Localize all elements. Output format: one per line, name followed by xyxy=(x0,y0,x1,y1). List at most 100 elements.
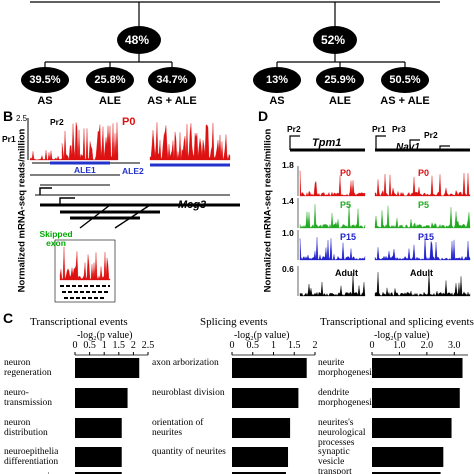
node-oval xyxy=(313,26,357,54)
y-tick-label: 1.8 xyxy=(282,160,294,170)
promoter-label: Pr2 xyxy=(287,124,301,134)
x-tick-label: 0.5 xyxy=(83,340,96,351)
bar xyxy=(372,447,444,467)
x-tick-label: 2.5 xyxy=(141,340,155,351)
bar xyxy=(75,418,122,438)
gene-model-blue xyxy=(50,161,230,167)
node-label: 25.9% xyxy=(324,74,356,86)
y-tick-label: 0.6 xyxy=(282,264,294,274)
bar xyxy=(232,447,289,467)
bar xyxy=(372,472,441,474)
x-axis-label: -log₂(p value) xyxy=(234,330,290,341)
category-label: neurogenesis xyxy=(4,472,71,474)
promoter-label: Pr2 xyxy=(424,130,438,140)
track-label: ALE2 xyxy=(122,166,144,176)
bar xyxy=(232,388,299,408)
stage-label: P5 xyxy=(418,200,430,210)
category-label: synapse xyxy=(318,472,368,474)
category-label: neurites's neurological processes xyxy=(318,418,366,448)
node-caption: AS + ALE xyxy=(380,95,430,107)
signal-track xyxy=(374,205,471,229)
node-oval xyxy=(148,67,196,93)
bar xyxy=(75,447,122,467)
track-label: Pr1 xyxy=(2,134,16,144)
stage-label: Adult xyxy=(335,268,358,278)
node-label: 39.5% xyxy=(29,74,61,86)
node-oval xyxy=(86,67,134,93)
promoter-label: Pr3 xyxy=(392,124,406,134)
y-tick-label: 1.4 xyxy=(282,196,294,206)
track-label: ALE1 xyxy=(74,165,96,175)
signal-track xyxy=(374,173,471,197)
y-tick-label: 2.5 xyxy=(16,114,28,123)
stage-label: P0 xyxy=(418,168,430,178)
bar xyxy=(232,358,307,378)
track-label: Skipped exon xyxy=(39,229,73,248)
node-label: 34.7% xyxy=(156,74,188,86)
x-axis-label: -log₂(p value) xyxy=(77,330,133,341)
category-label: dendrite morphogenesis xyxy=(318,388,376,408)
y-axis-label: Normalized mRNA-seq reads/million xyxy=(16,128,28,293)
node-oval xyxy=(381,67,429,93)
panel-letter: B xyxy=(3,108,14,124)
bar xyxy=(372,388,460,408)
category-label: neuron regeneration xyxy=(4,358,52,378)
x-tick-label: 2 xyxy=(312,340,318,351)
x-tick-label: 1 xyxy=(271,340,276,351)
category-label: orientation of neurites xyxy=(152,418,204,438)
x-tick-label: 1.0 xyxy=(393,340,406,351)
stage-label: Adult xyxy=(410,268,433,278)
node-caption: AS + ALE xyxy=(147,95,197,107)
x-tick-label: 0 xyxy=(229,340,235,351)
node-label: 13% xyxy=(265,74,289,86)
node-label: 50.5% xyxy=(389,74,421,86)
bar xyxy=(372,418,452,438)
x-tick-label: 3.0 xyxy=(448,340,461,351)
category-label: neuron distribution xyxy=(4,418,48,438)
category-label: neuro-transmission xyxy=(4,388,53,408)
signal-track xyxy=(29,150,63,161)
chart-title: Transcriptional events xyxy=(30,316,128,328)
category-label: synaptic vesicle transport xyxy=(318,447,352,474)
signal-track xyxy=(299,170,366,197)
signal-track xyxy=(299,273,366,297)
x-tick-label: 2 xyxy=(130,340,136,351)
x-tick-label: 0 xyxy=(369,340,375,351)
stage-label: P5 xyxy=(340,200,352,210)
gene-label: Tpm1 xyxy=(312,137,342,149)
x-tick-label: 1.5 xyxy=(288,340,301,351)
node-oval xyxy=(21,67,69,93)
tree-lines xyxy=(30,1,440,68)
track-label: Pr2 xyxy=(50,117,64,127)
signal-track xyxy=(374,270,471,297)
signal-track xyxy=(59,246,111,281)
node-oval xyxy=(117,26,161,54)
gene-model xyxy=(40,203,240,220)
node-oval xyxy=(316,67,364,93)
panel-letter: C xyxy=(3,310,14,326)
track-label: Meg3 xyxy=(178,199,207,211)
category-label: neuroepithelia differentiation xyxy=(4,447,59,467)
arrows xyxy=(289,135,450,150)
category-label: axon arborization xyxy=(152,358,219,368)
category-label: sensory neurons xyxy=(152,472,228,474)
track-label: P0 xyxy=(122,116,136,128)
node-oval xyxy=(253,67,301,93)
category-label: neuroblast division xyxy=(152,388,225,398)
stage-label: P0 xyxy=(340,168,352,178)
node-caption: AS xyxy=(37,95,53,107)
inset-model xyxy=(60,285,110,299)
promoter-label: Pr1 xyxy=(372,124,386,134)
x-axis-label: -log₂(p value) xyxy=(374,330,430,341)
stage-label: P15 xyxy=(340,232,357,242)
y-axis-label: Normalized mRNA-seq reads/million xyxy=(262,128,274,293)
signal-track xyxy=(61,122,119,161)
inset-box xyxy=(54,239,116,303)
bar xyxy=(232,418,291,438)
bar xyxy=(372,358,463,378)
bar xyxy=(75,358,140,378)
stage-label: P15 xyxy=(418,232,435,242)
signal-track xyxy=(299,237,366,261)
